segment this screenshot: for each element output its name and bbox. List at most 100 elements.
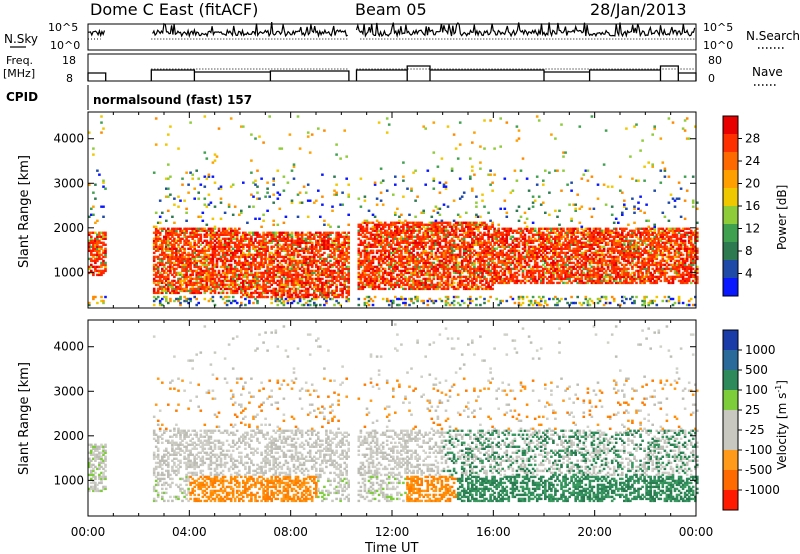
range-time-cell	[325, 271, 328, 275]
range-time-cell	[276, 169, 280, 172]
range-time-cell	[442, 263, 446, 267]
range-time-cell	[185, 231, 188, 234]
range-time-cell	[501, 243, 504, 246]
range-time-cell	[199, 255, 203, 259]
range-time-cell	[250, 273, 253, 277]
range-time-cell	[209, 291, 213, 295]
range-time-cell	[227, 233, 231, 236]
range-time-cell	[203, 261, 207, 265]
range-time-cell	[231, 271, 235, 275]
range-time-cell	[477, 273, 480, 277]
range-time-cell	[379, 257, 383, 261]
range-time-cell	[367, 237, 371, 240]
range-time-cell	[387, 303, 391, 307]
range-time-cell	[444, 253, 448, 257]
range-time-cell	[444, 275, 448, 279]
range-time-cell	[96, 245, 99, 248]
range-time-cell	[467, 265, 470, 269]
range-time-cell	[300, 275, 304, 279]
range-time-cell	[347, 183, 350, 186]
range-time-cell	[418, 235, 421, 238]
range-time-cell	[434, 241, 438, 244]
range-time-cell	[481, 193, 484, 196]
range-time-cell	[100, 263, 103, 267]
range-time-cell	[469, 273, 472, 277]
range-time-cell	[497, 253, 500, 257]
range-time-cell	[207, 241, 211, 244]
range-time-cell	[383, 261, 387, 265]
range-time-cell	[284, 243, 288, 246]
range-time-cell	[493, 253, 496, 257]
range-time-cell	[327, 285, 330, 289]
range-time-cell	[377, 229, 381, 232]
range-time-cell	[302, 275, 306, 279]
range-time-cell	[227, 259, 231, 263]
range-time-cell	[363, 277, 367, 281]
range-time-cell	[323, 283, 326, 287]
range-time-cell	[272, 261, 275, 265]
range-time-cell	[446, 273, 450, 277]
range-time-cell	[438, 275, 442, 279]
range-time-cell	[242, 237, 245, 240]
range-time-cell	[302, 297, 306, 301]
range-time-cell	[197, 241, 200, 244]
range-time-cell	[167, 281, 170, 285]
range-time-cell	[479, 161, 482, 164]
range-time-cell	[268, 255, 271, 259]
range-time-cell	[331, 205, 334, 208]
range-time-cell	[481, 283, 484, 287]
range-time-cell	[444, 243, 448, 246]
range-time-cell	[161, 269, 164, 273]
range-time-cell	[292, 243, 296, 246]
range-time-cell	[432, 275, 436, 279]
range-time-cell	[497, 257, 500, 261]
range-time-cell	[458, 281, 462, 285]
range-time-cell	[313, 233, 316, 236]
range-time-cell	[416, 287, 419, 291]
range-time-cell	[319, 255, 322, 259]
range-time-cell	[489, 183, 492, 186]
range-time-cell	[175, 289, 178, 293]
range-time-cell	[420, 245, 423, 248]
range-time-cell	[205, 177, 209, 180]
range-time-cell	[479, 221, 482, 224]
range-time-cell	[434, 227, 438, 230]
range-time-cell	[252, 205, 255, 208]
range-time-cell	[171, 257, 174, 261]
range-time-cell	[432, 235, 436, 238]
range-time-cell	[231, 269, 235, 273]
range-time-cell	[341, 275, 344, 279]
range-time-cell	[392, 271, 395, 275]
range-time-cell	[402, 287, 405, 291]
range-time-cell	[501, 251, 504, 255]
range-time-cell	[313, 271, 316, 275]
range-time-cell	[473, 269, 476, 273]
range-time-cell	[347, 257, 350, 261]
range-time-cell	[183, 263, 186, 267]
range-time-cell	[406, 277, 409, 281]
range-time-cell	[292, 283, 296, 287]
range-time-cell	[191, 227, 194, 230]
range-time-cell	[325, 293, 328, 297]
range-time-cell	[408, 283, 411, 287]
range-time-cell	[420, 287, 423, 291]
range-time-cell	[156, 269, 160, 273]
range-time-cell	[319, 291, 322, 295]
range-time-cell	[412, 231, 415, 234]
range-time-cell	[282, 269, 286, 273]
range-time-cell	[233, 245, 237, 248]
range-time-cell	[418, 223, 421, 226]
range-time-cell	[446, 263, 450, 267]
range-time-cell	[335, 193, 338, 196]
range-time-cell	[294, 259, 298, 263]
range-time-cell	[266, 295, 269, 299]
range-time-cell	[221, 281, 225, 285]
range-time-cell	[400, 261, 403, 265]
range-time-cell	[225, 233, 229, 236]
range-time-cell	[503, 269, 507, 273]
range-time-cell	[221, 237, 225, 240]
range-time-cell	[414, 297, 417, 301]
range-time-cell	[489, 243, 492, 246]
range-time-cell	[444, 279, 448, 283]
range-time-cell	[489, 247, 492, 250]
